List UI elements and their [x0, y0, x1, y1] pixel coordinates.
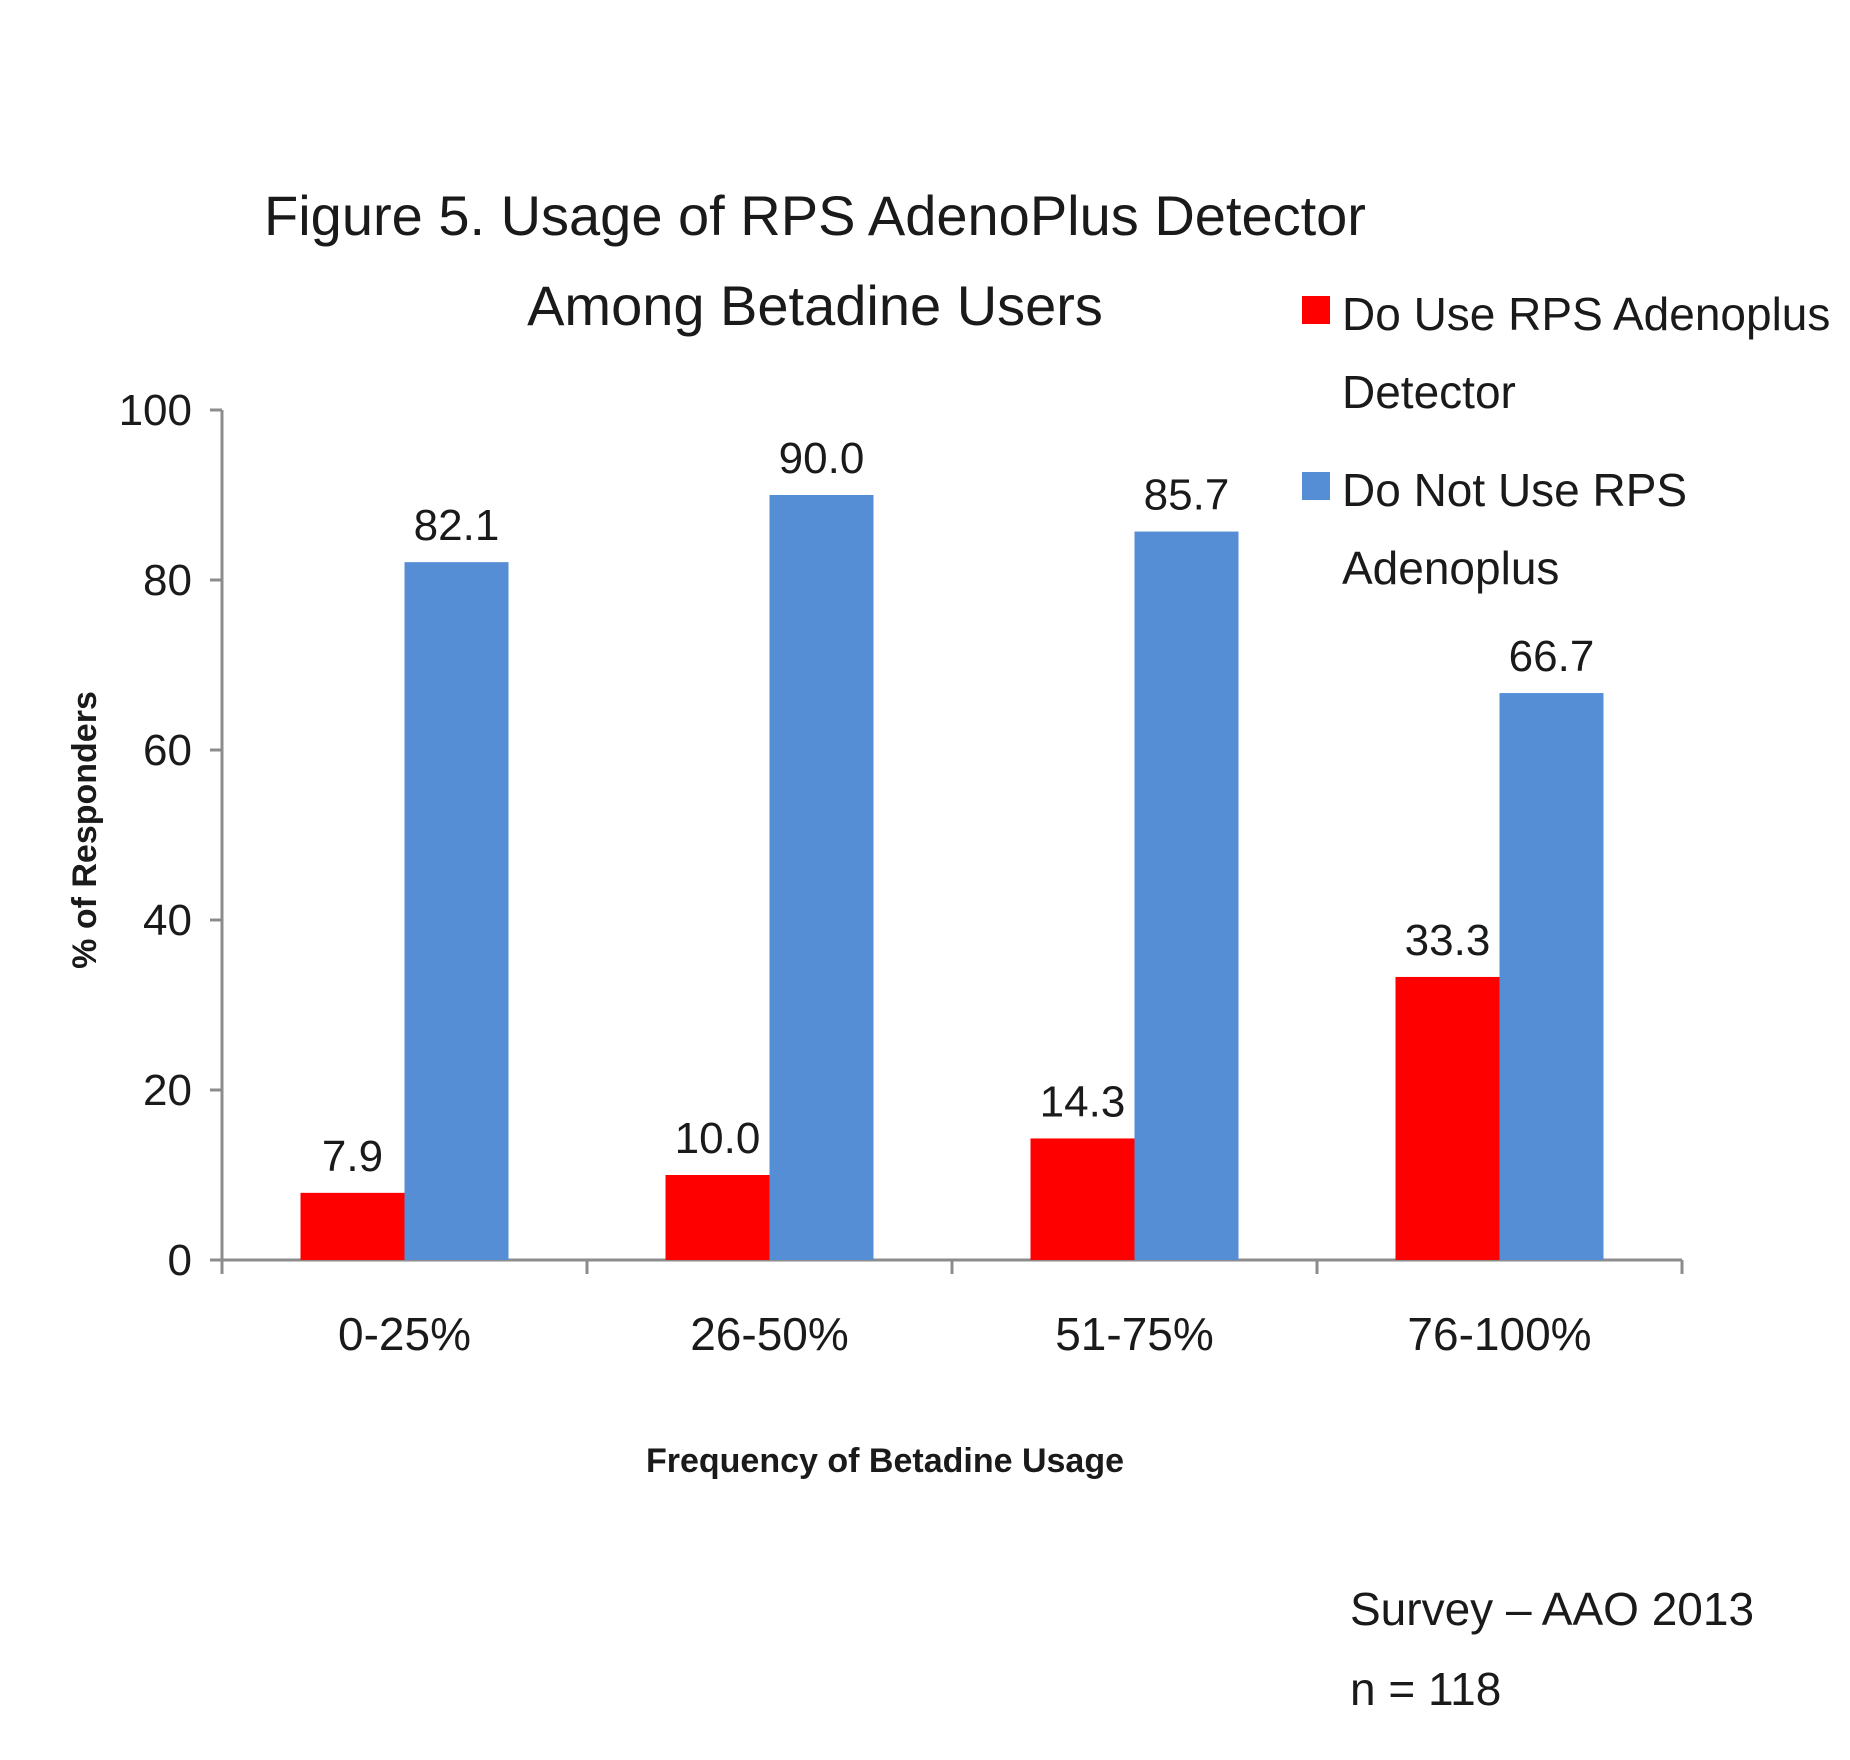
- bar-do-not-use: [769, 495, 874, 1260]
- sample-size-note: n = 118: [1350, 1663, 1501, 1715]
- legend-label-do-not-use-line1: Do Not Use RPS: [1342, 464, 1687, 516]
- legend-swatch-do-use: [1302, 296, 1330, 324]
- x-category-label: 76-100%: [1407, 1308, 1591, 1360]
- chart-subtitle: Among Betadine Users: [527, 274, 1103, 337]
- data-label: 14.3: [1040, 1077, 1126, 1126]
- data-label: 82.1: [414, 501, 500, 550]
- data-label: 33.3: [1405, 916, 1491, 965]
- survey-note: Survey – AAO 2013: [1350, 1583, 1754, 1635]
- data-label: 66.7: [1509, 632, 1595, 681]
- y-axis-title: % of Responders: [66, 691, 104, 969]
- x-category-label: 51-75%: [1055, 1308, 1214, 1360]
- x-category-label: 26-50%: [690, 1308, 849, 1360]
- bar-do-use: [1030, 1138, 1135, 1260]
- data-label: 7.9: [322, 1132, 383, 1181]
- y-tick-label: 0: [168, 1236, 192, 1285]
- legend-label-do-not-use-line2: Adenoplus: [1342, 542, 1559, 594]
- bar-do-use: [300, 1192, 405, 1260]
- legend-label-do-use-line1: Do Use RPS Adenoplus: [1342, 288, 1830, 340]
- legend: Do Use RPS Adenoplus Detector Do Not Use…: [1302, 288, 1830, 594]
- x-category-label: 0-25%: [338, 1308, 471, 1360]
- y-tick-label: 60: [143, 726, 192, 775]
- bar-do-use: [1395, 976, 1500, 1260]
- chart-title: Figure 5. Usage of RPS AdenoPlus Detecto…: [264, 184, 1366, 247]
- data-label: 85.7: [1144, 471, 1230, 520]
- y-tick-label: 20: [143, 1066, 192, 1115]
- data-label: 10.0: [675, 1114, 761, 1163]
- bar-do-not-use: [1499, 693, 1604, 1260]
- x-axis-title: Frequency of Betadine Usage: [646, 1442, 1124, 1480]
- bar-do-not-use: [1134, 531, 1239, 1260]
- y-tick-label: 100: [119, 386, 192, 435]
- legend-swatch-do-not-use: [1302, 472, 1330, 500]
- y-tick-label: 80: [143, 556, 192, 605]
- bar-do-not-use: [404, 562, 509, 1260]
- legend-label-do-use-line2: Detector: [1342, 366, 1516, 418]
- plot-area: 0 20 40 60 80 100 7.9 82.1 0-25% 10.0 90.0 26-50% 14…: [119, 386, 1684, 1360]
- data-label: 90.0: [779, 434, 865, 483]
- bar-do-use: [665, 1175, 770, 1260]
- y-tick-label: 40: [143, 896, 192, 945]
